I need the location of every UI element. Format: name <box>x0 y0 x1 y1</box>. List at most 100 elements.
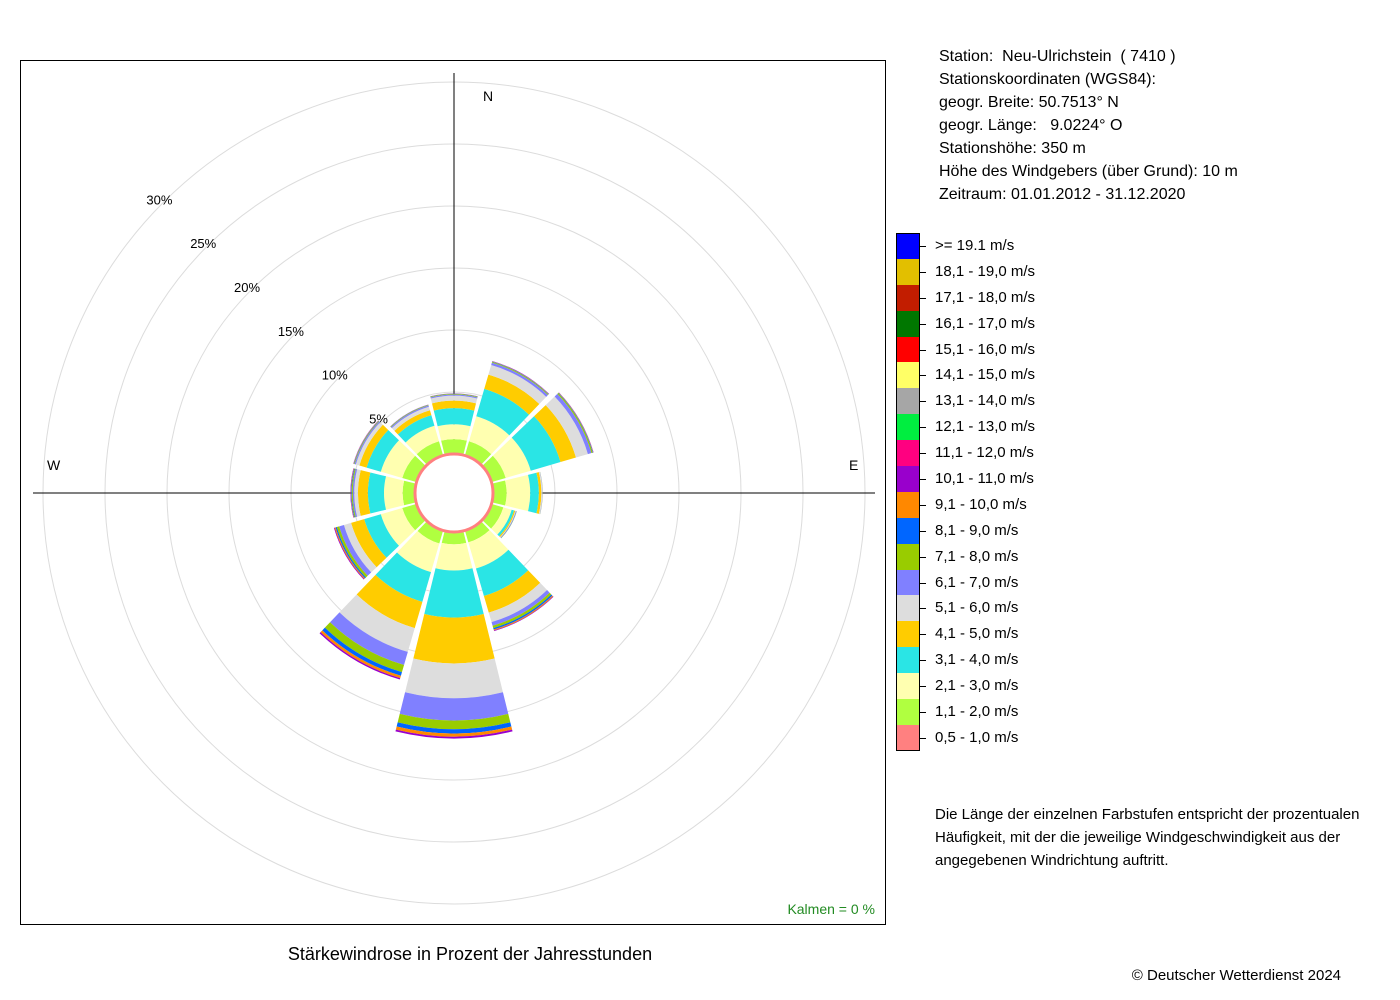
legend-swatch <box>896 517 920 544</box>
legend-label: 15,1 - 16,0 m/s <box>935 340 1036 358</box>
wind-rose-segment <box>511 416 561 471</box>
wind-rose-segment <box>395 726 513 737</box>
legend-label: 2,1 - 3,0 m/s <box>935 677 1019 695</box>
legend-label: 16,1 - 17,0 m/s <box>935 314 1036 332</box>
wind-rose-segment <box>405 425 439 455</box>
wind-rose-segment <box>491 590 550 626</box>
legend-label: 13,1 - 14,0 m/s <box>935 392 1036 410</box>
wind-rose-segment <box>336 526 368 578</box>
direction-label-west: W <box>47 457 61 473</box>
wind-rose-segment <box>483 504 504 529</box>
wind-rose-segment <box>357 470 371 516</box>
legend-swatch <box>896 673 920 700</box>
legend-swatch <box>896 414 920 441</box>
wind-rose-segment <box>396 722 512 734</box>
wind-rose-segment <box>351 519 387 568</box>
wind-rose-segment <box>430 393 478 397</box>
wind-rose-segment <box>534 405 576 463</box>
wind-rose-segment <box>375 552 432 602</box>
legend-label: 14,1 - 15,0 m/s <box>935 366 1036 384</box>
legend-label: 17,1 - 18,0 m/s <box>935 288 1036 306</box>
wind-rose-segment <box>354 469 361 517</box>
legend-swatch <box>896 233 920 259</box>
wind-rose-segment <box>397 713 511 730</box>
legend-label: 18,1 - 19,0 m/s <box>935 262 1036 280</box>
station-height: Stationshöhe: 350 m <box>939 140 1086 157</box>
legend-swatch <box>896 491 920 518</box>
wind-rose-segment <box>324 622 405 673</box>
wind-rose-segment <box>330 612 408 666</box>
wind-rose-segment <box>417 522 443 544</box>
wind-rose-segment <box>339 524 372 576</box>
legend-label: 4,1 - 5,0 m/s <box>935 625 1019 643</box>
wind-rose-segment <box>545 396 588 458</box>
wind-rose-segment <box>441 532 467 545</box>
direction-label-east: E <box>849 457 858 473</box>
legend-label: 8,1 - 9,0 m/s <box>935 521 1019 539</box>
wind-rose-segment <box>402 504 425 531</box>
legend-tick <box>920 375 926 377</box>
wind-rose-segment <box>528 472 539 514</box>
legend-label: 3,1 - 4,0 m/s <box>935 651 1019 669</box>
wind-rose-segment <box>536 472 542 514</box>
legend-label: 9,1 - 10,0 m/s <box>935 495 1027 513</box>
legend-swatch <box>896 621 920 648</box>
legend-swatch <box>896 336 920 363</box>
wind-rose-segment <box>366 429 400 472</box>
wind-rose-segment <box>465 522 490 543</box>
wind-rose-segment <box>469 416 510 455</box>
wind-rose-segment <box>468 530 509 569</box>
wind-rose-segment <box>350 468 354 518</box>
radial-tick-label: 30% <box>146 192 172 207</box>
station-longitude: geogr. Länge: 9.0224° O <box>939 117 1123 134</box>
legend-swatch <box>896 724 920 751</box>
wind-rose-segment <box>483 570 541 613</box>
wind-rose-segment <box>405 658 503 699</box>
station-latitude: geogr. Breite: 50.7513° N <box>939 94 1119 111</box>
legend-swatch <box>896 466 920 492</box>
legend-label: 7,1 - 8,0 m/s <box>935 547 1019 565</box>
wind-rose-segment <box>380 440 416 478</box>
legend-tick <box>920 479 926 481</box>
wind-rose-segment <box>488 582 548 623</box>
legend-tick <box>920 660 926 662</box>
wind-rose-segment <box>339 594 415 652</box>
legend-label: 6,1 - 7,0 m/s <box>935 573 1019 591</box>
legend-swatch <box>896 699 920 725</box>
wind-rose-segment <box>488 365 547 404</box>
legend-swatch <box>896 258 920 285</box>
direction-label-north: N <box>483 88 493 104</box>
legend-tick <box>920 246 926 247</box>
wind-rose-segment <box>433 408 475 427</box>
legend-label: 12,1 - 13,0 m/s <box>935 418 1036 436</box>
wind-rose-segment <box>391 406 430 431</box>
wind-rose-segment <box>430 393 478 397</box>
wind-rose-segment <box>402 480 415 506</box>
legend-swatch <box>896 595 920 622</box>
wind-rose-segment <box>396 530 440 573</box>
wind-rose-segment <box>484 374 540 415</box>
legend-tick <box>920 608 926 610</box>
time-period: Zeitraum: 01.01.2012 - 31.12.2020 <box>939 186 1186 203</box>
wind-rose-plot-area: 5% 10% 15% 20% 25% 30% N E W Kalmen = 0 % <box>20 60 886 925</box>
station-name: Station: Neu-Ulrichstein ( 7410 ) <box>939 48 1176 65</box>
sensor-height: Höhe des Windgebers (über Grund): 10 m <box>939 163 1238 180</box>
legend-label: 11,1 - 12,0 m/s <box>935 444 1034 462</box>
wind-rose-segment <box>380 508 416 546</box>
legend-tick <box>920 427 926 429</box>
wind-rose-segment <box>505 474 531 512</box>
wind-rose-segment <box>430 393 478 398</box>
wind-rose-segment <box>424 568 484 618</box>
legend-swatch <box>896 440 920 467</box>
legend-swatch <box>896 362 920 389</box>
wind-rose-segment <box>397 415 435 443</box>
wind-rose-segment <box>351 468 356 518</box>
wind-rose-segment <box>383 476 405 510</box>
wind-rose-segment <box>492 437 531 478</box>
wind-rose-segment <box>554 393 592 455</box>
legend-tick <box>920 504 926 506</box>
radial-tick-label: 15% <box>278 324 304 339</box>
legend-swatch <box>896 569 920 596</box>
legend-tick <box>920 401 926 403</box>
wind-rose-segment <box>493 480 507 506</box>
